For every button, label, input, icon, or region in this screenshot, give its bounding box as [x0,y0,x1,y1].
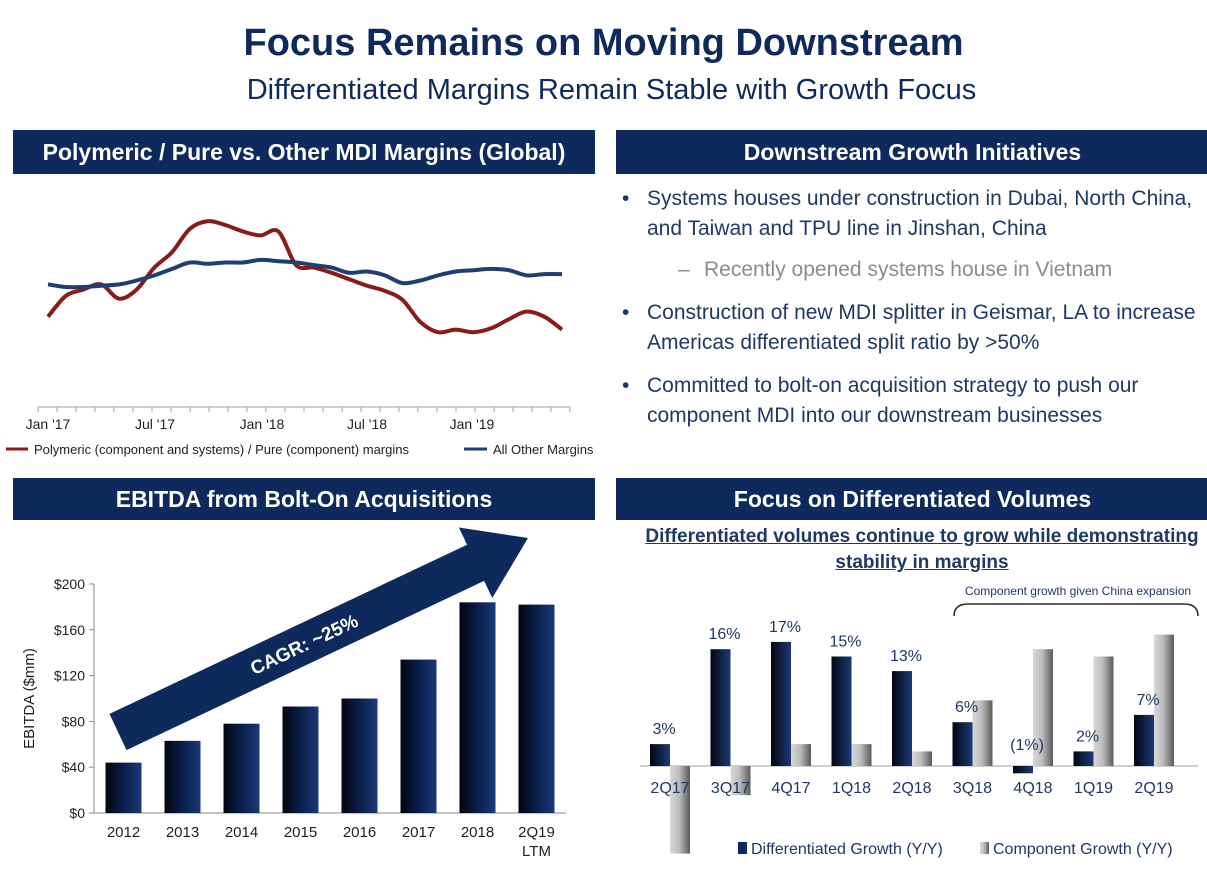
x-tick-label: 4Q18 [1013,780,1052,797]
x-tick-label: 2Q18 [892,780,931,797]
page-subtitle: Differentiated Margins Remain Stable wit… [246,74,977,106]
x-tick-label: 2017 [402,824,435,841]
y-tick-label: $120 [54,668,85,684]
initiative-text: Construction of new MDI splitter in Geis… [647,301,1196,354]
initiatives-list: • Systems houses under construction in D… [622,184,1202,444]
initiative-subitem: – Recently opened systems house in Vietn… [622,255,1202,285]
data-label: 6% [955,699,978,716]
x-tick-label: Jul '18 [347,416,387,432]
x-tick-label: 2013 [166,824,199,841]
component-bar [670,766,690,854]
ebitda-bar [105,762,142,813]
x-tick-label: 2Q19 [518,824,555,841]
bullet-marker: • [622,374,630,397]
margins-line-chart: Jan '17 Jul '17 Jan '18 Jul '18 Jan '19 Polym… [6,219,594,457]
y-tick-label: $160 [54,622,85,638]
x-tick-sublabel: LTM [522,843,551,860]
legend-label-differentiated: Differentiated Growth (Y/Y) [751,841,943,858]
y-tick-label: $0 [69,805,85,821]
legend-label-other: All Other Margins [493,442,594,457]
legend-swatch-component [980,842,989,854]
initiative-item: • Construction of new MDI splitter in Ge… [622,298,1202,358]
data-label: 2% [1076,728,1099,745]
component-bar [791,744,811,766]
dash-marker: – [678,258,690,281]
component-bar [972,700,993,766]
component-bar [1033,649,1053,766]
differentiated-bar [771,641,791,766]
x-tick-label: 2014 [225,824,258,841]
differentiated-bar [952,722,973,766]
initiative-item: • Systems houses under construction in D… [622,184,1202,244]
ebitda-bar [400,659,437,813]
component-bar [912,751,932,766]
bracket-line [953,603,1199,617]
legend-label-polymeric: Polymeric (component and systems) / Pure… [34,442,409,457]
x-tick-label: 2015 [284,824,317,841]
component-bar [1154,634,1174,766]
differentiated-bar [710,649,731,766]
x-tick-label: 2016 [343,824,376,841]
x-tick-label: 2Q17 [650,780,689,797]
page-title: Focus Remains on Moving Downstream [243,22,964,64]
bracket-label: Component growth given China expansion [965,584,1191,598]
cagr-arrow-shape [109,527,528,751]
bullet-marker: • [622,301,630,324]
x-tick-label: 4Q17 [771,780,810,797]
x-tick-label: 1Q18 [832,780,871,797]
data-label: 15% [829,634,861,651]
ebitda-bar [223,723,260,813]
ebitda-bar [341,698,378,813]
initiative-subtext: Recently opened systems house in Vietnam [704,258,1113,281]
bullet-marker: • [622,187,630,210]
x-tick-label: 2012 [107,824,140,841]
ebitda-bar-chart: $0 $40 $80 $120 $160 $200 EBITDA ($mm) 2012 2013… [21,527,566,860]
ebitda-banner: EBITDA from Bolt-On Acquisitions [13,478,595,520]
series-line-0 [46,219,564,335]
differentiated-bar [892,671,912,766]
legend-swatch-differentiated [738,842,747,854]
data-label: 13% [890,648,922,665]
differentiated-bar [650,744,670,766]
x-tick-label: 3Q18 [953,780,992,797]
x-tick-label: 2Q19 [1134,780,1173,797]
component-bar [1093,656,1114,766]
data-label: 17% [769,619,801,636]
ebitda-bar [459,602,496,813]
y-tick-label: $40 [62,759,86,775]
y-tick-label: $200 [54,576,85,592]
data-label: 3% [652,721,675,738]
differentiated-bar [831,656,852,766]
initiative-item: • Committed to bolt-on acquisition strat… [622,371,1202,431]
differentiated-bar [1134,714,1154,766]
ebitda-bar [518,604,555,813]
x-tick-label: 3Q17 [711,780,750,797]
series-line-1 [47,257,563,290]
x-tick-label: Jul '17 [135,416,175,432]
data-label: (1%) [1010,737,1044,754]
x-tick-label: 1Q19 [1074,780,1113,797]
x-tick-label: Jan '19 [450,416,495,432]
ebitda-bar [282,706,319,813]
y-tick-label: $80 [62,713,86,729]
x-tick-label: Jan '17 [26,416,71,432]
volumes-banner: Focus on Differentiated Volumes [616,478,1207,520]
component-bar [730,766,751,796]
initiative-text: Systems houses under construction in Dub… [647,187,1193,240]
volumes-heading: Differentiated volumes continue to grow … [645,526,1199,573]
legend-label-component: Component Growth (Y/Y) [993,841,1173,858]
data-label: 7% [1136,692,1159,709]
component-bar [851,744,872,766]
initiatives-banner: Downstream Growth Initiatives [616,130,1207,174]
x-tick-label: Jan '18 [240,416,285,432]
ebitda-bar [164,740,201,813]
initiative-text: Committed to bolt-on acquisition strateg… [647,374,1139,427]
differentiated-bar [1013,766,1033,774]
margins-banner: Polymeric / Pure vs. Other MDI Margins (… [13,130,595,174]
volumes-bar-chart: 3% 2Q17 16% 3Q17 17% 4Q17 15% 1Q18 13% 2Q18 6% 3Q18… [640,584,1199,858]
data-label: 16% [708,626,740,643]
x-tick-label: 2018 [461,824,494,841]
differentiated-bar [1073,751,1094,766]
y-axis-title: EBITDA ($mm) [21,648,38,749]
